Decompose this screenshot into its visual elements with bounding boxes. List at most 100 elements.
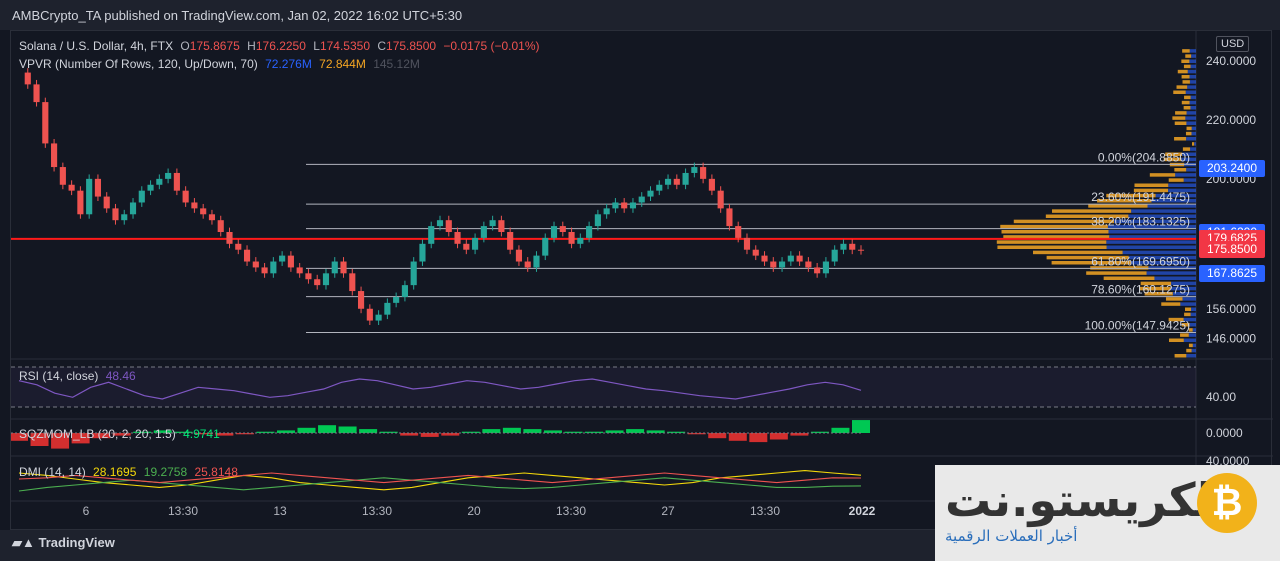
candle-body: [279, 256, 285, 262]
volume-profile-down-bar: [1184, 178, 1196, 182]
candle-body: [191, 202, 197, 208]
x-tick-2: 13: [273, 504, 287, 518]
candle-body: [656, 185, 662, 191]
close-value: 175.8500: [386, 39, 436, 53]
candle-body: [104, 197, 110, 209]
volume-profile-down-bar: [1168, 184, 1196, 188]
candle-body: [621, 202, 627, 208]
volume-profile-up-bar: [1184, 313, 1191, 317]
candle-body: [595, 214, 601, 226]
volume-profile-down-bar: [1190, 106, 1196, 110]
sqz-bar: [318, 425, 336, 433]
volume-profile-up-bar: [1182, 49, 1190, 53]
sqz-legend: SQZMOM_LB (20, 2, 20, 1.5) 4.9741: [19, 427, 224, 441]
volume-profile-down-bar: [1191, 96, 1196, 100]
candle-body: [516, 250, 522, 262]
volume-profile-up-bar: [997, 246, 1106, 250]
rsi-band: [11, 367, 1196, 407]
candle-body: [560, 226, 566, 232]
sqz-bar: [523, 429, 541, 433]
sqz-bar: [503, 428, 521, 433]
volume-profile-down-bar: [1188, 70, 1196, 74]
candle-body: [665, 179, 671, 185]
x-tick-6: 27: [661, 504, 675, 518]
volume-profile-up-bar: [1175, 111, 1186, 115]
volume-profile-down-bar: [1147, 271, 1196, 275]
vpvr-label: VPVR (Number Of Rows, 120, Up/Down, 70): [19, 57, 258, 71]
candle-body: [814, 267, 820, 273]
volume-profile-down-bar: [1185, 116, 1196, 120]
candle-body: [384, 303, 390, 315]
candle-body: [42, 102, 48, 143]
chart-frame[interactable]: 0.00%(204.8850) 23.60%(191.4475) 38.20%(18…: [10, 30, 1272, 530]
volume-profile-down-bar: [1191, 65, 1196, 69]
candle-body: [612, 202, 618, 208]
low-value: 174.5350: [320, 39, 370, 53]
volume-profile-down-bar: [1184, 339, 1196, 343]
rsi-tick: 40.00: [1206, 390, 1236, 404]
x-tick-4: 20: [467, 504, 481, 518]
volume-profile-down-bar: [1187, 111, 1196, 115]
candle-body: [25, 73, 31, 85]
candle-body: [683, 173, 689, 185]
open-value: 175.8675: [190, 39, 240, 53]
candle-body: [288, 256, 294, 268]
volume-profile-up-bar: [1180, 333, 1189, 337]
candle-body: [69, 185, 75, 191]
candle-body: [586, 226, 592, 238]
candle-body: [507, 232, 513, 250]
candle-body: [419, 244, 425, 262]
low-label: L: [313, 39, 320, 53]
change-value: −0.0175 (−0.01%): [443, 39, 539, 53]
volume-profile-up-bar: [1184, 65, 1191, 69]
tradingview-logo[interactable]: ▰▲ TradingView: [12, 535, 115, 551]
candle-body: [51, 143, 57, 167]
open-label: O: [180, 39, 189, 53]
candle-body: [147, 185, 153, 191]
volume-profile-down-bar: [1190, 323, 1196, 327]
candle-body: [472, 238, 478, 250]
x-tick-8: 2022: [849, 504, 876, 518]
volume-profile-up-bar: [1166, 297, 1183, 301]
volume-profile-down-bar: [1187, 85, 1196, 89]
fib-label-0: 0.00%(204.8850): [1098, 150, 1190, 164]
candle-body: [156, 179, 162, 185]
candle-body: [788, 256, 794, 262]
y-tick-0: 240.0000: [1206, 54, 1256, 68]
candle-body: [779, 262, 785, 268]
volume-profile-up-bar: [1175, 354, 1187, 358]
volume-profile-down-bar: [1131, 209, 1196, 213]
sqz-bar: [626, 429, 644, 433]
volume-profile-up-bar: [1086, 271, 1146, 275]
candle-body: [226, 232, 232, 244]
volume-profile-down-bar: [1190, 49, 1196, 53]
volume-profile-down-bar: [1107, 246, 1196, 250]
y-tick-3: 156.0000: [1206, 302, 1256, 316]
volume-profile-up-bar: [1088, 204, 1147, 208]
candle-body: [533, 256, 539, 268]
currency-button[interactable]: USD: [1216, 36, 1249, 52]
bitcoin-icon: ₿: [1197, 473, 1257, 533]
volume-profile-up-bar: [1150, 173, 1175, 177]
price-tag-4: 167.8625: [1199, 265, 1265, 282]
volume-profile-down-bar: [1180, 302, 1196, 306]
sqz-bar: [729, 433, 747, 441]
close-label: C: [377, 39, 386, 53]
candle-body: [797, 256, 803, 262]
candle-body: [112, 208, 118, 220]
volume-profile-up-bar: [1161, 302, 1180, 306]
candle-body: [77, 191, 83, 215]
chart-svg[interactable]: 0.00%(204.8850) 23.60%(191.4475) 38.20%(18…: [11, 31, 1273, 531]
vpvr-down: 72.844M: [319, 57, 366, 71]
tradingview-label: TradingView: [38, 535, 114, 550]
volume-profile-down-bar: [1189, 60, 1196, 64]
candle-body: [858, 250, 864, 251]
sqz-tick: 0.0000: [1206, 426, 1243, 440]
candle-body: [314, 279, 320, 285]
candle-body: [411, 262, 417, 286]
candle-body: [340, 262, 346, 274]
volume-profile-down-bar: [1190, 80, 1196, 84]
candle-body: [305, 273, 311, 279]
candle-body: [358, 291, 364, 309]
volume-profile-down-bar: [1193, 344, 1196, 348]
